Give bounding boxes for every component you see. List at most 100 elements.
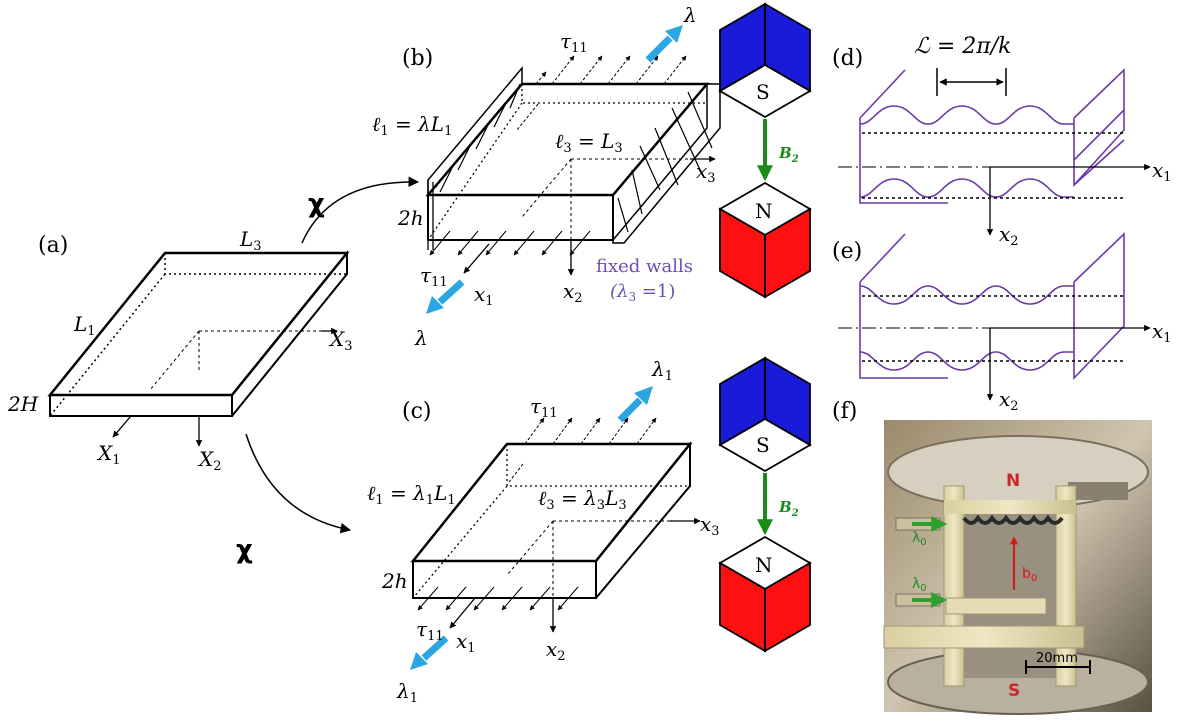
label-c-l1: ℓ1 = λ1L1 — [367, 481, 456, 508]
axis-b-x1 — [463, 243, 490, 274]
axis-c-hidden — [507, 520, 670, 598]
panel-f-label: (f) — [832, 399, 857, 424]
wall-left-front — [427, 180, 434, 250]
label-X3: X3 — [328, 327, 353, 354]
map-symbol-top: χ — [308, 189, 325, 219]
map-arrow-top — [301, 176, 420, 244]
label-b-x3: x3 — [696, 159, 716, 186]
wave-d-top — [859, 105, 1074, 125]
panel-a-label: (a) — [38, 233, 68, 258]
wall-left-hatch — [439, 83, 521, 193]
panel-c: (c) τ11 τ11 λ1 λ1 — [367, 357, 720, 706]
stretch-arrow-b-top-head — [665, 25, 683, 43]
label-e-x2: x2 — [999, 387, 1019, 414]
label-d-x2: x2 — [999, 222, 1019, 249]
stretch-arrow-b-bottom-head — [426, 296, 444, 314]
axis-X1 — [112, 415, 132, 438]
traction-bottom-b — [429, 230, 591, 256]
photo-bar-horizontal — [883, 625, 1085, 649]
magnet-north-bottom-right — [764, 561, 811, 653]
magnet-set-bottom: S B2 N — [718, 356, 812, 653]
axis-c-x1 — [449, 597, 476, 629]
slab-a-front — [49, 394, 233, 417]
photo-label-lambda-top: λ0 — [912, 530, 927, 548]
photo-wavy-surface — [962, 514, 1064, 525]
label-e-x1: x1 — [1152, 319, 1172, 346]
axis-a-hidden — [149, 330, 321, 391]
photo-scale-label: 20mm — [1036, 651, 1078, 666]
label-wavelength: ℒ = 2π/k — [914, 34, 1011, 59]
panel-a: (a) L3 L1 2H X1 X2 X3 — [7, 227, 353, 474]
stretch-arrow-b-bottom — [437, 279, 465, 305]
panel-b-label: (b) — [402, 46, 433, 71]
label-b-l3: ℓ3 = L3 — [555, 129, 623, 156]
label-b-tau: τ11 — [560, 29, 588, 56]
magnet-south-top-face — [718, 63, 812, 119]
slab-c-hidden — [412, 444, 690, 599]
slab-b-hidden — [427, 83, 707, 241]
label-2H: 2H — [7, 392, 39, 416]
traction-top-b — [516, 55, 687, 131]
slab-c-front — [412, 560, 597, 599]
label-X1: X1 — [96, 441, 121, 468]
magnet-south-bottom-label: S — [756, 433, 770, 457]
magnet-north-top-label: N — [755, 199, 773, 223]
field-label-bottom: B2 — [778, 498, 799, 519]
panel-d-label: (d) — [832, 46, 863, 71]
map-arrow-bottom — [245, 433, 352, 534]
field-label-top: B2 — [778, 144, 799, 165]
photo-frame-top — [944, 500, 1076, 514]
label-d-x1: x1 — [1152, 158, 1172, 185]
magnet-south-top-label: S — [756, 80, 770, 104]
axis-b-hidden — [521, 158, 690, 240]
label-c-lambda-top: λ1 — [651, 357, 673, 384]
panel-b: (b) — [372, 3, 721, 350]
label-L1: L1 — [73, 312, 96, 339]
label-c-l3: ℓ3 = λ3L3 — [538, 486, 627, 513]
label-b-lambda-bottom: λ — [414, 326, 428, 350]
photo-top-bracket — [1068, 482, 1128, 500]
magnet-north-bottom-label: N — [755, 553, 773, 577]
label-b-tau-bottom: τ11 — [420, 263, 448, 290]
stretch-arrow-c-bottom-head — [410, 652, 428, 670]
label-b-lambda-top: λ — [683, 3, 697, 27]
label-c-x1: x1 — [456, 629, 476, 656]
photo-rod — [945, 597, 1047, 615]
wave-e-top — [859, 285, 1074, 305]
slab-a-side — [231, 250, 348, 417]
map-symbol-bottom: χ — [236, 535, 253, 565]
photo-label-south: S — [1008, 681, 1020, 701]
photo-frame-left — [943, 485, 965, 687]
magnet-set-top: S B2 N — [718, 2, 812, 299]
label-L3: L3 — [239, 227, 262, 254]
panel-c-label: (c) — [402, 399, 432, 424]
traction-top-c — [508, 417, 657, 483]
wall-d-mid — [1073, 109, 1125, 186]
magnet-north-top-right — [764, 207, 811, 299]
wall-right-side — [612, 84, 708, 241]
label-b-l1: ℓ1 = λL1 — [372, 112, 452, 139]
stretch-arrow-c-bottom — [421, 635, 449, 661]
label-b-x2: x2 — [563, 279, 583, 306]
wall-d-left — [859, 68, 1125, 204]
slab-a-hidden — [49, 253, 347, 417]
photo-label-north: N — [1006, 471, 1020, 491]
photo-label-lambda-bottom: λ0 — [912, 576, 927, 594]
label-b-2h: 2h — [397, 206, 424, 230]
magnet-south-bottom-face — [718, 417, 812, 473]
label-c-2h: 2h — [381, 569, 408, 593]
photo-label-b0: b0 — [1022, 566, 1037, 584]
panel-e: (e) x1 x2 — [832, 232, 1172, 414]
photo-film — [954, 508, 1064, 678]
wall-e — [859, 232, 1125, 380]
traction-bottom-c — [417, 586, 579, 611]
label-c-x2: x2 — [546, 637, 566, 664]
panel-d: (d) ℒ = 2π/k x1 x2 — [832, 34, 1172, 249]
panel-e-label: (e) — [832, 239, 862, 264]
label-c-tau: τ11 — [530, 394, 558, 421]
stretch-arrow-c-top-head — [634, 386, 653, 405]
label-b-x1: x1 — [474, 282, 494, 309]
wave-d-bottom — [859, 178, 1074, 198]
label-X2: X2 — [197, 447, 222, 474]
label-c-lambda-bottom: λ1 — [396, 679, 418, 706]
